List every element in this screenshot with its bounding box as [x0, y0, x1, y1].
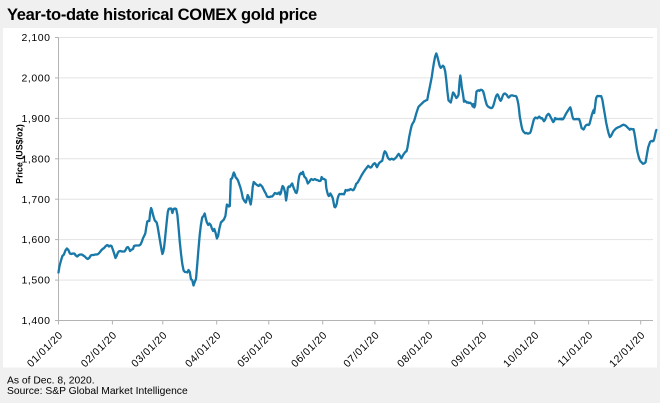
svg-text:1,800: 1,800: [21, 153, 50, 165]
svg-text:Price (US$/oz): Price (US$/oz): [15, 124, 25, 184]
svg-text:1,700: 1,700: [21, 194, 50, 206]
svg-text:1,900: 1,900: [21, 113, 50, 125]
svg-text:1,500: 1,500: [21, 275, 50, 287]
svg-text:1,600: 1,600: [21, 234, 50, 246]
svg-text:1,400: 1,400: [21, 315, 50, 327]
svg-text:2,000: 2,000: [21, 73, 50, 85]
svg-text:As of Dec. 8, 2020.: As of Dec. 8, 2020.: [7, 376, 95, 387]
svg-text:Year-to-date historical COMEX: Year-to-date historical COMEX gold price: [7, 6, 317, 24]
svg-text:Source: S&P Global Market Inte: Source: S&P Global Market Intelligence: [7, 386, 188, 397]
svg-text:2,100: 2,100: [21, 32, 50, 44]
